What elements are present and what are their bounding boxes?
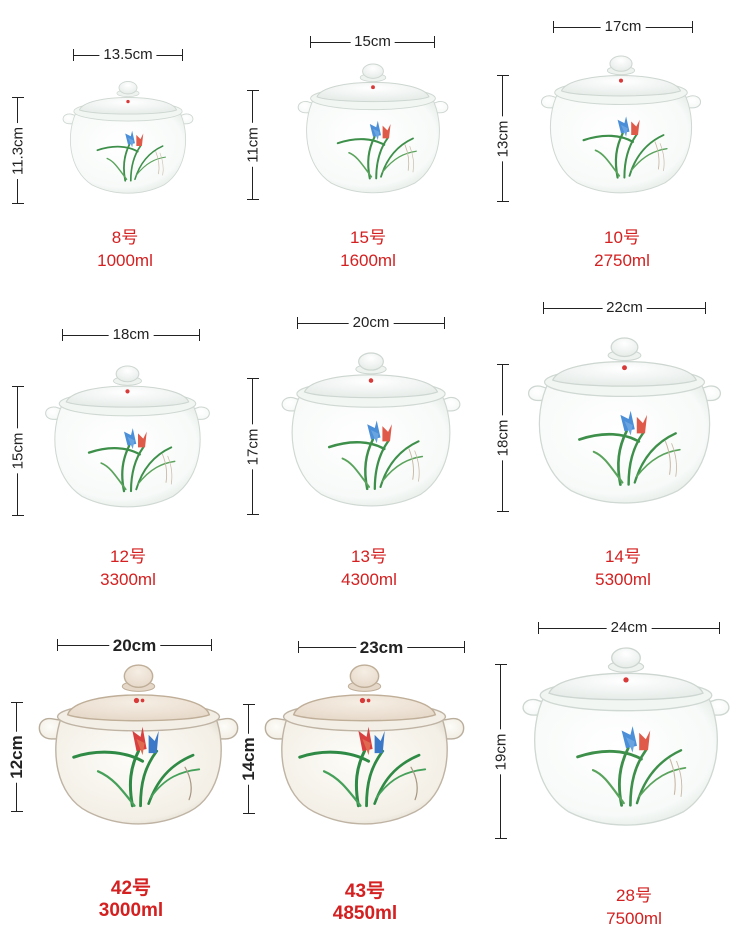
- product-card-2: 15cm 11cm 15号 1600ml: [244, 0, 500, 307]
- model-number: 13号: [351, 547, 387, 566]
- capacity: 7500ml: [606, 909, 662, 928]
- casserole-pot-image: [58, 78, 198, 196]
- height-dimension: 13cm: [494, 75, 512, 202]
- height-label: 15cm: [9, 428, 27, 474]
- width-dimension: 15cm: [310, 33, 435, 50]
- height-label: 13cm: [494, 116, 512, 161]
- casserole-pot-image: [522, 327, 727, 513]
- capacity: 4300ml: [341, 570, 397, 589]
- height-dimension: 15cm: [9, 386, 27, 516]
- product-label: 13号 4300ml: [244, 545, 494, 591]
- width-dimension: 23cm: [298, 638, 465, 658]
- product-label: 14号 5300ml: [498, 545, 748, 591]
- height-label: 19cm: [492, 729, 510, 774]
- product-card-4: 18cm 15cm 12号 3300ml: [0, 307, 250, 614]
- height-label: 18cm: [494, 415, 512, 461]
- width-label: 20cm: [348, 314, 394, 331]
- casserole-pot-image: [36, 658, 241, 830]
- model-number: 8号: [111, 228, 139, 247]
- product-label: 8号 1000ml: [0, 226, 250, 272]
- model-number: 42号: [110, 878, 152, 899]
- model-number: 28号: [616, 886, 652, 905]
- casserole-pot-image: [516, 636, 736, 836]
- width-dimension: 22cm: [543, 299, 706, 316]
- capacity: 3000ml: [98, 900, 164, 921]
- product-card-9: 24cm 19cm 28号 7500ml: [492, 614, 750, 928]
- height-dimension: 18cm: [494, 364, 512, 512]
- casserole-pot-image: [536, 48, 706, 200]
- width-label: 22cm: [602, 299, 647, 316]
- casserole-pot-image: [40, 357, 215, 515]
- model-number: 10号: [604, 228, 640, 247]
- width-label: 17cm: [600, 18, 646, 35]
- capacity: 2750ml: [594, 251, 650, 270]
- width-label: 24cm: [606, 619, 652, 636]
- product-card-8: 23cm 14cm 43号 4850ml: [239, 614, 500, 924]
- height-label: 12cm: [7, 731, 27, 783]
- casserole-pot-image: [262, 658, 467, 830]
- capacity: 4850ml: [332, 903, 398, 924]
- product-label: 43号 4850ml: [240, 881, 490, 925]
- height-dimension: 11.3cm: [9, 97, 27, 204]
- model-number: 14号: [605, 547, 641, 566]
- height-label: 11.3cm: [9, 122, 27, 179]
- width-dimension: 13.5cm: [73, 46, 183, 63]
- height-dimension: 12cm: [7, 702, 27, 812]
- product-label: 28号 7500ml: [509, 884, 750, 930]
- height-dimension: 17cm: [244, 378, 262, 515]
- width-dimension: 18cm: [62, 326, 200, 343]
- width-dimension: 20cm: [297, 314, 445, 331]
- height-label: 17cm: [244, 424, 262, 469]
- width-label: 15cm: [350, 33, 395, 50]
- width-label: 18cm: [108, 326, 154, 343]
- capacity: 5300ml: [595, 570, 651, 589]
- width-label: 23cm: [355, 638, 408, 658]
- product-card-3: 17cm 13cm 10号 2750ml: [494, 0, 750, 307]
- height-dimension: 14cm: [239, 704, 259, 814]
- model-number: 12号: [110, 547, 146, 566]
- capacity: 1600ml: [340, 251, 396, 270]
- product-card-1: 13.5cm 11.3cm 8号 1000ml: [0, 0, 250, 307]
- height-label: 14cm: [239, 733, 259, 785]
- height-dimension: 11cm: [244, 90, 262, 200]
- model-number: 43号: [344, 881, 386, 902]
- width-dimension: 24cm: [538, 619, 720, 636]
- height-dimension: 19cm: [492, 664, 510, 839]
- product-label: 10号 2750ml: [497, 226, 747, 272]
- product-label: 42号 3000ml: [6, 878, 256, 922]
- capacity: 1000ml: [97, 251, 153, 270]
- height-label: 11cm: [244, 123, 262, 167]
- width-dimension: 17cm: [553, 18, 693, 35]
- width-dimension: 20cm: [57, 636, 212, 656]
- width-label: 13.5cm: [99, 46, 157, 63]
- casserole-pot-image: [293, 60, 453, 196]
- product-card-5: 20cm 17cm 13号 4300ml: [244, 307, 500, 614]
- model-number: 15号: [350, 228, 386, 247]
- casserole-pot-image: [276, 343, 466, 515]
- width-label: 20cm: [108, 636, 161, 656]
- product-card-6: 22cm 18cm 14号 5300ml: [494, 299, 750, 614]
- product-card-7: 20cm 12cm 42号 3000ml: [0, 614, 250, 921]
- product-label: 15号 1600ml: [243, 226, 493, 272]
- product-label: 12号 3300ml: [3, 545, 253, 591]
- capacity: 3300ml: [100, 570, 156, 589]
